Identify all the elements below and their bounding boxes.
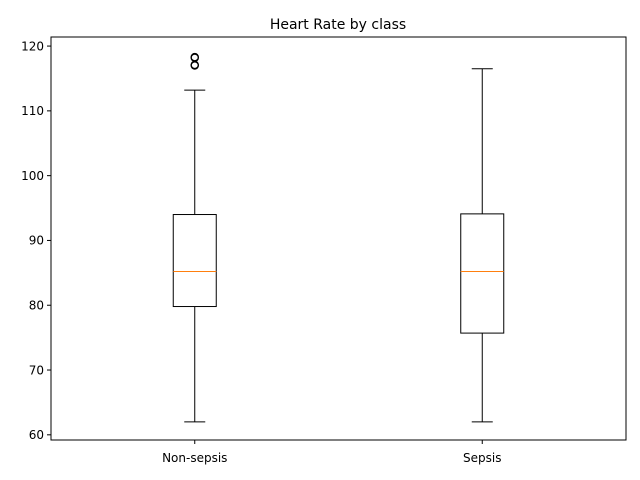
y-tick-label: 70 bbox=[29, 363, 44, 377]
y-tick-label: 100 bbox=[21, 169, 44, 183]
y-tick-label: 80 bbox=[29, 299, 44, 313]
box-iqr bbox=[172, 214, 217, 308]
chart-title: Heart Rate by class bbox=[270, 17, 406, 33]
y-tick-label: 90 bbox=[29, 234, 44, 248]
box-iqr bbox=[460, 213, 505, 334]
outlier-point bbox=[190, 52, 199, 62]
axes-frame bbox=[50, 36, 627, 441]
x-tick-label: Non-sepsis bbox=[162, 451, 227, 465]
y-tick-label: 60 bbox=[29, 428, 44, 442]
x-tick-label: Sepsis bbox=[463, 451, 501, 465]
plot-area: 60 70 80 90 100 110 120 Non-sepsis Sepsis bbox=[21, 36, 627, 465]
y-tick-label: 120 bbox=[21, 39, 44, 53]
y-tick-label: 110 bbox=[21, 104, 44, 118]
